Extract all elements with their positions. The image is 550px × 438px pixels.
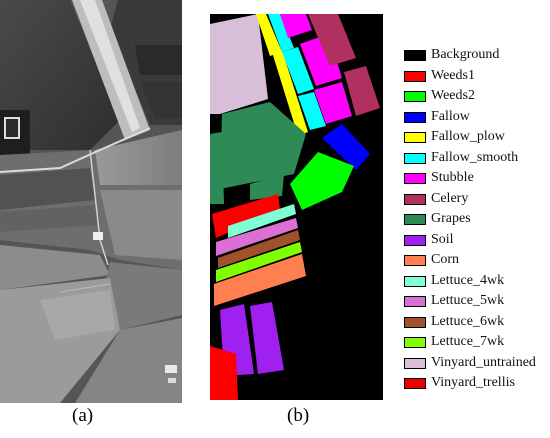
legend-item: Fallow [404, 108, 550, 129]
legend-item: Weeds2 [404, 87, 550, 108]
legend-label: Fallow_plow [431, 129, 505, 144]
legend-swatch [404, 234, 426, 246]
legend-label: Lettuce_7wk [431, 334, 505, 349]
legend-swatch [404, 152, 426, 164]
legend-item: Corn [404, 251, 550, 272]
legend-item: Soil [404, 231, 550, 252]
legend-item: Lettuce_5wk [404, 292, 550, 313]
ground-truth-map [210, 14, 383, 400]
legend-swatch [404, 50, 426, 61]
legend-swatch [404, 275, 426, 287]
legend-label: Lettuce_6wk [431, 313, 505, 329]
legend-label: Vinyard_untrained [431, 354, 536, 370]
legend-label: Lettuce_5wk [431, 293, 505, 308]
legend-item: Lettuce_6wk [404, 313, 550, 334]
caption-a: (a) [72, 405, 94, 426]
legend-swatch [404, 357, 426, 369]
legend-swatch [404, 316, 426, 328]
legend-swatch [404, 193, 426, 205]
legend-swatch [404, 378, 426, 389]
legend-swatch [404, 70, 426, 82]
legend-label: Celery [431, 190, 469, 206]
legend-label: Weeds2 [431, 88, 475, 103]
legend-label: Weeds1 [431, 67, 475, 83]
satellite-image [0, 0, 182, 403]
legend-item: Lettuce_7wk [404, 333, 550, 354]
legend-item: Vinyard_untrained [404, 354, 550, 375]
legend-label: Corn [431, 252, 459, 267]
legend-label: Fallow [431, 108, 470, 124]
legend-item: Grapes [404, 210, 550, 231]
legend: Background Weeds1 Weeds2 Fallow Fallow_plow F… [404, 46, 550, 395]
legend-label: Lettuce_4wk [431, 272, 505, 288]
legend-label: Grapes [431, 211, 471, 226]
legend-swatch [404, 255, 426, 266]
caption-b: (b) [287, 405, 310, 426]
legend-swatch [404, 111, 426, 123]
legend-swatch [404, 132, 426, 143]
legend-swatch [404, 296, 426, 307]
legend-label: Background [431, 47, 500, 62]
legend-item: Lettuce_4wk [404, 272, 550, 293]
legend-item: Stubble [404, 169, 550, 190]
legend-label: Soil [431, 231, 454, 247]
legend-label: Vinyard_trellis [431, 375, 515, 390]
legend-label: Fallow_smooth [431, 149, 519, 165]
legend-label: Stubble [431, 170, 474, 185]
legend-item: Fallow_plow [404, 128, 550, 149]
legend-item: Fallow_smooth [404, 149, 550, 170]
legend-swatch [404, 91, 426, 102]
legend-item: Celery [404, 190, 550, 211]
legend-item: Background [404, 46, 550, 67]
legend-swatch [404, 173, 426, 184]
legend-item: Weeds1 [404, 67, 550, 88]
legend-swatch [404, 214, 426, 225]
legend-swatch [404, 337, 426, 348]
legend-item: Vinyard_trellis [404, 374, 550, 395]
